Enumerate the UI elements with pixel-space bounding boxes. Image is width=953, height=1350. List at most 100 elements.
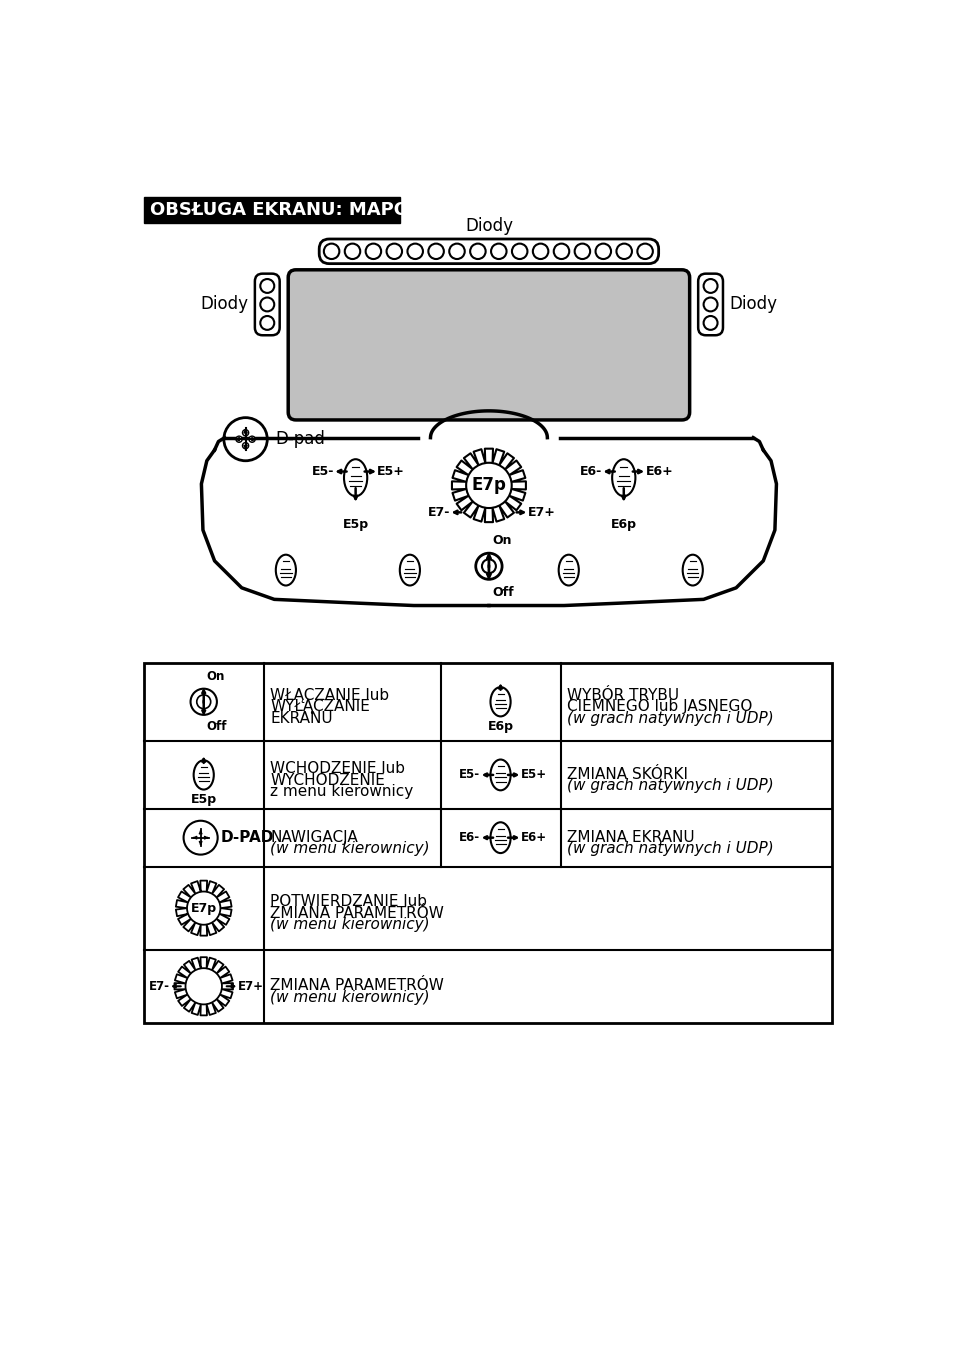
Text: E6p: E6p xyxy=(610,518,636,531)
Text: WYCHODZENIE: WYCHODZENIE xyxy=(270,772,385,787)
Text: (w menu kierownicy): (w menu kierownicy) xyxy=(270,990,430,1004)
Circle shape xyxy=(407,243,422,259)
Circle shape xyxy=(260,279,274,293)
Circle shape xyxy=(637,243,652,259)
Circle shape xyxy=(428,243,443,259)
Ellipse shape xyxy=(399,555,419,586)
FancyBboxPatch shape xyxy=(698,274,722,335)
Text: E6+: E6+ xyxy=(645,464,673,478)
Text: WYŁĄCZANIE: WYŁĄCZANIE xyxy=(270,699,370,714)
Ellipse shape xyxy=(193,760,213,790)
Ellipse shape xyxy=(344,459,367,497)
Ellipse shape xyxy=(490,687,510,717)
Circle shape xyxy=(481,559,496,574)
Circle shape xyxy=(235,436,242,443)
Text: (w grach natywnych i UDP): (w grach natywnych i UDP) xyxy=(567,779,773,794)
Text: ZMIANA PARAMETRÓW: ZMIANA PARAMETRÓW xyxy=(270,906,444,921)
Text: E5-: E5- xyxy=(312,464,334,478)
Text: EKRANU: EKRANU xyxy=(270,711,333,726)
Text: E7p: E7p xyxy=(471,477,506,494)
Text: ZMIANA SKÓRKI: ZMIANA SKÓRKI xyxy=(567,767,687,782)
Text: E6-: E6- xyxy=(458,832,480,844)
Text: E5p: E5p xyxy=(342,518,368,531)
Text: (w menu kierownicy): (w menu kierownicy) xyxy=(270,917,430,933)
Circle shape xyxy=(185,968,222,1004)
Text: Off: Off xyxy=(492,586,513,598)
FancyBboxPatch shape xyxy=(319,239,658,263)
Text: ZMIANA EKRANU: ZMIANA EKRANU xyxy=(567,830,694,845)
Text: WŁĄCZANIE lub: WŁĄCZANIE lub xyxy=(270,688,389,703)
Text: E7-: E7- xyxy=(427,506,450,518)
Circle shape xyxy=(224,417,267,460)
Text: Off: Off xyxy=(206,721,226,733)
Text: D-pad: D-pad xyxy=(274,431,325,448)
Circle shape xyxy=(191,688,216,716)
Circle shape xyxy=(476,554,501,579)
Circle shape xyxy=(491,243,506,259)
Circle shape xyxy=(344,243,360,259)
Text: D-PAD: D-PAD xyxy=(220,830,274,845)
Circle shape xyxy=(466,463,511,508)
Text: E6-: E6- xyxy=(579,464,601,478)
Text: On: On xyxy=(206,671,224,683)
Circle shape xyxy=(533,243,548,259)
Text: E7p: E7p xyxy=(191,902,216,915)
Polygon shape xyxy=(452,448,525,522)
Text: NAWIGACJA: NAWIGACJA xyxy=(270,830,357,845)
Text: Diody: Diody xyxy=(728,296,777,313)
Text: E5+: E5+ xyxy=(377,464,405,478)
Text: E6+: E6+ xyxy=(520,832,546,844)
Circle shape xyxy=(183,821,217,855)
Text: E5+: E5+ xyxy=(520,768,546,782)
Text: On: On xyxy=(492,535,511,547)
Circle shape xyxy=(323,243,339,259)
FancyBboxPatch shape xyxy=(288,270,689,420)
Circle shape xyxy=(703,279,717,293)
Text: E5p: E5p xyxy=(191,794,216,806)
FancyBboxPatch shape xyxy=(254,274,279,335)
Text: WCHODZENIE lub: WCHODZENIE lub xyxy=(270,761,405,776)
Text: POTWIERDZANIE lub: POTWIERDZANIE lub xyxy=(270,895,427,910)
Text: E7+: E7+ xyxy=(237,980,264,992)
Circle shape xyxy=(574,243,590,259)
Ellipse shape xyxy=(612,459,635,497)
Polygon shape xyxy=(175,880,232,936)
Circle shape xyxy=(703,297,717,312)
Circle shape xyxy=(196,695,211,709)
Circle shape xyxy=(242,443,249,448)
Circle shape xyxy=(470,243,485,259)
Text: Diody: Diody xyxy=(200,296,249,313)
Circle shape xyxy=(616,243,631,259)
Circle shape xyxy=(260,316,274,329)
Circle shape xyxy=(386,243,401,259)
Bar xyxy=(144,663,831,1023)
Circle shape xyxy=(365,243,381,259)
Polygon shape xyxy=(174,957,233,1015)
Text: E7-: E7- xyxy=(149,980,170,992)
Text: CIEMNEGO lub JASNEGO: CIEMNEGO lub JASNEGO xyxy=(567,699,752,714)
Text: WYBÓR TRYBU: WYBÓR TRYBU xyxy=(567,688,679,703)
Circle shape xyxy=(703,316,717,329)
Ellipse shape xyxy=(682,555,702,586)
Text: ZMIANA PARAMETRÓW: ZMIANA PARAMETRÓW xyxy=(270,979,444,994)
Ellipse shape xyxy=(275,555,295,586)
Text: E6p: E6p xyxy=(487,721,513,733)
Bar xyxy=(144,197,399,223)
Circle shape xyxy=(260,297,274,312)
Ellipse shape xyxy=(490,822,510,853)
Text: (w grach natywnych i UDP): (w grach natywnych i UDP) xyxy=(567,841,773,856)
Text: z menu kierownicy: z menu kierownicy xyxy=(270,784,414,799)
Text: OBSŁUGA EKRANU: MAPOWANIE: OBSŁUGA EKRANU: MAPOWANIE xyxy=(150,201,476,219)
Text: E7+: E7+ xyxy=(527,506,555,518)
Circle shape xyxy=(595,243,611,259)
Circle shape xyxy=(249,436,254,443)
Circle shape xyxy=(242,429,249,436)
Circle shape xyxy=(187,891,220,925)
Text: (w menu kierownicy): (w menu kierownicy) xyxy=(270,841,430,856)
Circle shape xyxy=(553,243,569,259)
Text: E5-: E5- xyxy=(458,768,480,782)
Text: (w grach natywnych i UDP): (w grach natywnych i UDP) xyxy=(567,711,773,726)
Text: Diody: Diody xyxy=(464,217,513,235)
Ellipse shape xyxy=(490,760,510,790)
Circle shape xyxy=(449,243,464,259)
